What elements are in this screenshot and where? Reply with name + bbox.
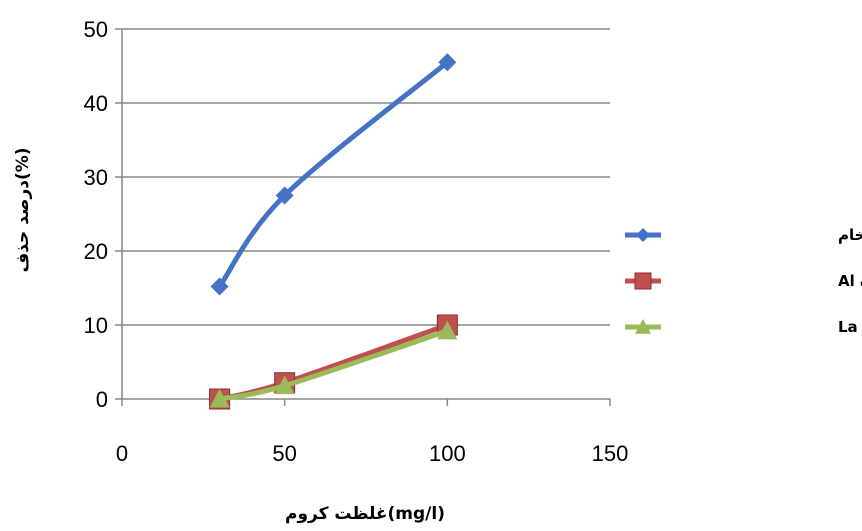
legend-label: زئولیت خام <box>838 226 862 244</box>
x-axis-label: غلظت کروم(mg/l) <box>285 504 445 524</box>
series-line <box>217 322 450 402</box>
legend-label: زئولیت فعال شده Al <box>838 272 862 290</box>
marker-triangle <box>437 320 458 340</box>
legend-item-1: زئولیت فعال شده Al <box>625 272 862 290</box>
y-tick-label: 50 <box>84 17 108 42</box>
y-axis-label: درصد حذف(%) <box>13 147 33 272</box>
x-tick-labels: 0 50 100 150 <box>116 441 628 466</box>
legend-label: زئولیت فعال شده با La <box>838 318 862 336</box>
y-tick-label: 0 <box>96 387 108 412</box>
marker-diamond <box>275 186 294 205</box>
y-tick-labels: 0 10 20 30 40 50 <box>84 17 108 412</box>
marker-diamond <box>636 228 650 242</box>
x-tick-label: 100 <box>429 441 466 466</box>
legend-item-2: زئولیت فعال شده با La <box>625 318 862 336</box>
series-0 <box>210 53 457 296</box>
legend: زئولیت خام زئولیت فعال شده Al زئولیت فعال … <box>625 226 862 336</box>
x-tick-label: 150 <box>592 441 629 466</box>
marker-triangle <box>209 389 230 408</box>
marker-diamond <box>210 277 229 296</box>
x-tick-label: 50 <box>272 441 296 466</box>
y-tick-label: 20 <box>84 239 108 264</box>
series-line <box>217 328 450 402</box>
series-2 <box>209 320 458 408</box>
series-lines <box>209 53 458 410</box>
marker-diamond <box>438 53 457 72</box>
x-tick-label: 0 <box>116 441 128 466</box>
y-tick-label: 30 <box>84 165 108 190</box>
marker-triangle <box>274 375 295 395</box>
marker-square <box>634 272 652 290</box>
axes <box>115 28 611 406</box>
legend-item-0: زئولیت خام <box>625 226 862 244</box>
y-tick-label: 10 <box>84 313 108 338</box>
marker-triangle <box>635 319 651 334</box>
grid-lines <box>122 28 610 326</box>
series-line <box>217 59 450 290</box>
y-tick-label: 40 <box>84 91 108 116</box>
